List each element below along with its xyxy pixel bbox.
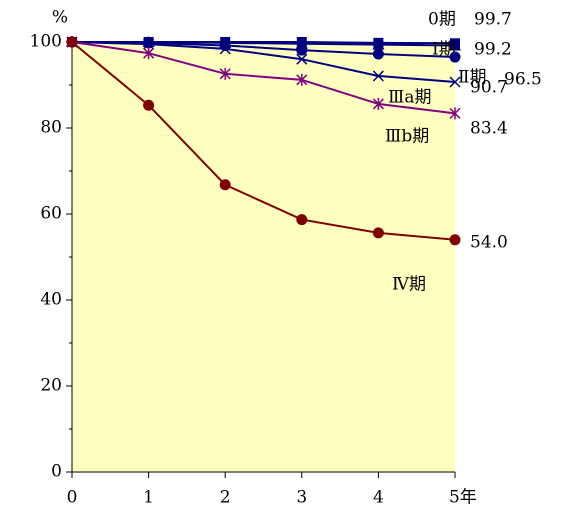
value-label: 96.5 — [504, 70, 542, 90]
series-name: 0期 — [428, 10, 456, 30]
value-label: 90.7 — [470, 78, 508, 98]
marker — [449, 51, 461, 63]
marker — [372, 48, 384, 60]
marker — [449, 76, 461, 88]
marker — [296, 73, 308, 86]
value-label: 83.4 — [470, 119, 508, 139]
y-tick-label: 0 — [51, 462, 62, 482]
marker — [219, 67, 231, 80]
marker — [296, 53, 308, 65]
x-tick-label: 1 — [143, 488, 154, 508]
x-tick-label: 5年 — [449, 488, 477, 508]
marker — [143, 47, 155, 60]
y-tick-label: 20 — [40, 376, 62, 396]
x-tick-label: 3 — [296, 488, 307, 508]
series-line — [71, 41, 456, 241]
marker — [372, 38, 385, 50]
series-name: Ⅲa期 — [388, 88, 432, 108]
marker — [296, 44, 308, 56]
series-line — [71, 41, 456, 59]
marker — [372, 227, 384, 239]
marker — [449, 39, 461, 51]
y-tick-label: 40 — [40, 290, 62, 310]
value-label: 99.2 — [474, 40, 512, 60]
marker — [449, 234, 461, 246]
y-tick-label: 60 — [40, 204, 62, 224]
y-tick-label: 100 — [30, 32, 62, 52]
x-tick-label: 4 — [373, 488, 384, 508]
marker — [296, 214, 308, 226]
x-tick-label: 2 — [220, 488, 231, 508]
marker — [449, 107, 461, 120]
marker — [372, 97, 384, 110]
series-name: Ⅱ期 — [458, 68, 487, 88]
series-name: Ⅰ期 — [432, 40, 456, 60]
series-name: Ⅳ期 — [392, 275, 426, 295]
y-axis-label: % — [52, 8, 68, 28]
marker — [143, 99, 155, 111]
y-tick-label: 80 — [40, 118, 62, 138]
series-line — [71, 41, 456, 115]
marker — [143, 37, 155, 49]
series-name: Ⅲb期 — [385, 127, 429, 147]
plot-area — [72, 42, 455, 472]
value-label: 54.0 — [470, 233, 508, 253]
marker — [372, 70, 384, 82]
value-label: 99.7 — [474, 10, 512, 30]
marker — [219, 43, 231, 55]
marker — [66, 36, 78, 48]
series-line — [71, 41, 456, 83]
x-tick-label: 0 — [67, 488, 78, 508]
marker — [143, 38, 155, 50]
marker — [219, 179, 231, 191]
